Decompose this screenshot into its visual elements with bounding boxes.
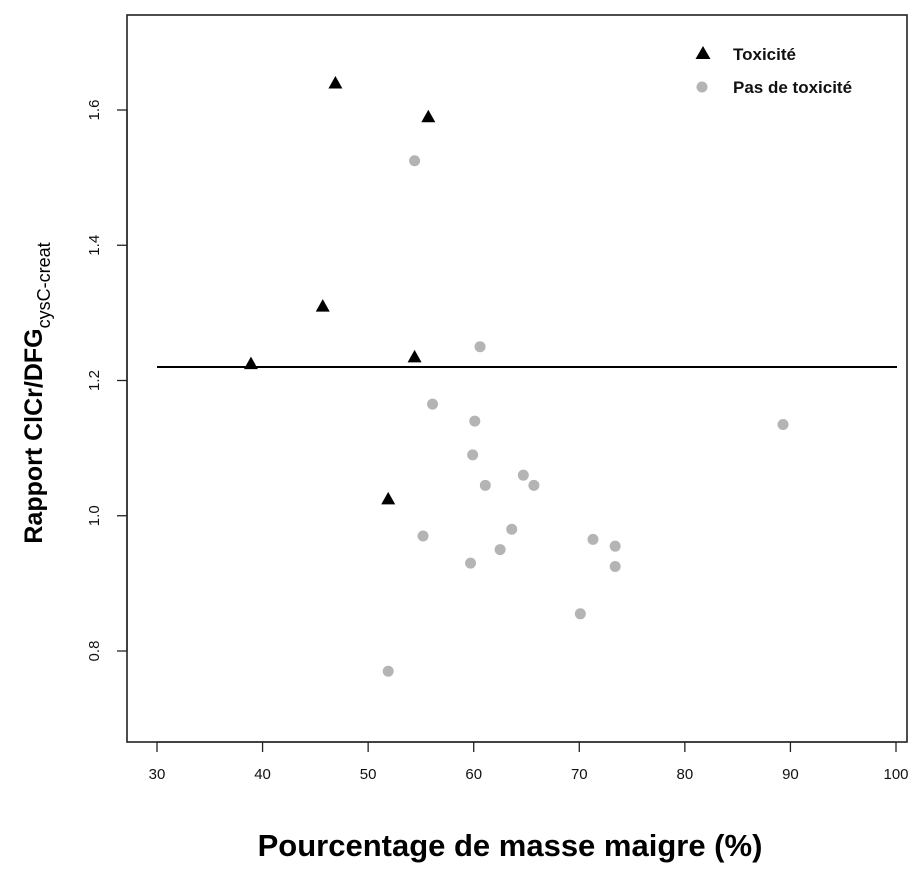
point-pas-de-toxicite [409, 155, 421, 167]
point-pas-de-toxicite [474, 341, 486, 353]
point-pas-de-toxicite [427, 398, 439, 410]
x-tick-label: 90 [782, 766, 799, 783]
point-pas-de-toxicite [467, 449, 479, 461]
y-tick-label: 1.2 [86, 370, 103, 391]
point-pas-de-toxicite [494, 544, 506, 556]
x-tick-label: 70 [571, 766, 588, 783]
y-axis-title: Rapport ClCr/DFGcysC-creat [20, 242, 54, 543]
point-toxicite [243, 356, 258, 370]
point-pas-de-toxicite [517, 469, 529, 481]
point-pas-de-toxicite [417, 530, 429, 542]
y-tick-label: 1.0 [86, 505, 103, 526]
legend-label-pas-de-toxicite: Pas de toxicité [733, 78, 852, 97]
point-toxicite [381, 491, 396, 505]
x-axis-ticks: 30 40 50 60 70 80 90 100 [149, 742, 909, 783]
x-tick-label: 100 [883, 766, 908, 783]
point-toxicite [421, 109, 436, 123]
data-points [243, 75, 789, 677]
point-pas-de-toxicite [574, 608, 586, 620]
point-pas-de-toxicite [587, 533, 599, 545]
point-toxicite [407, 349, 422, 363]
point-pas-de-toxicite [609, 540, 621, 552]
y-axis-ticks: 0.8 1.0 1.2 1.4 1.6 [86, 100, 127, 662]
y-tick-label: 1.6 [86, 100, 103, 121]
point-pas-de-toxicite [528, 479, 540, 491]
x-tick-label: 80 [677, 766, 694, 783]
y-axis-title-subscript: cysC-creat [34, 242, 54, 328]
point-pas-de-toxicite [382, 665, 394, 677]
point-pas-de-toxicite [465, 557, 477, 569]
point-toxicite [315, 299, 330, 312]
point-pas-de-toxicite [609, 560, 621, 572]
x-tick-label: 60 [465, 766, 482, 783]
point-pas-de-toxicite [506, 523, 518, 535]
legend-triangle-icon [695, 46, 711, 59]
x-tick-label: 30 [149, 766, 166, 783]
legend: Toxicité Pas de toxicité [695, 45, 852, 97]
point-pas-de-toxicite [469, 415, 481, 427]
legend-label-toxicite: Toxicité [733, 45, 796, 64]
y-tick-label: 0.8 [86, 641, 103, 662]
legend-circle-icon [696, 81, 708, 93]
point-pas-de-toxicite [479, 479, 491, 491]
x-axis-title: Pourcentage de masse maigre (%) [258, 828, 763, 863]
point-pas-de-toxicite [777, 418, 789, 430]
x-tick-label: 40 [254, 766, 271, 783]
plot-frame [126, 14, 908, 743]
y-axis-title-main: Rapport ClCr/DFG [20, 328, 48, 543]
x-tick-label: 50 [360, 766, 377, 783]
point-toxicite [328, 75, 343, 89]
y-tick-label: 1.4 [86, 235, 103, 256]
